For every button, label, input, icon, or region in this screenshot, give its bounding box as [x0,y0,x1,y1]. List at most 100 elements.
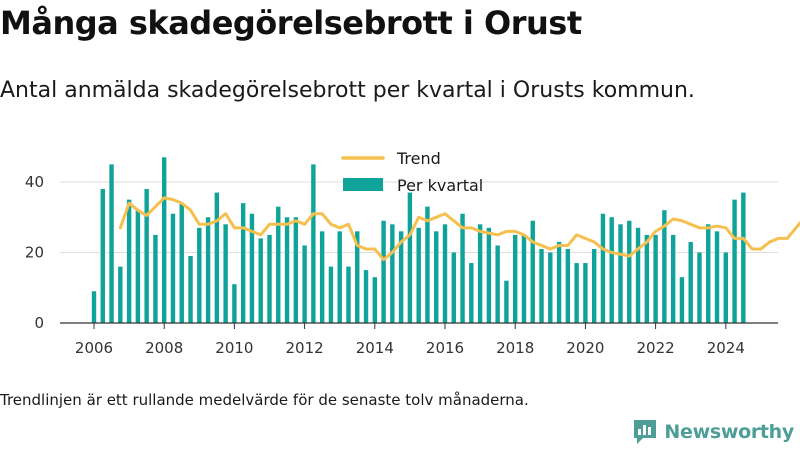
bar [723,252,728,323]
y-tick-labels: 0 20 40 [25,173,44,332]
legend: Trend Per kvartal [341,149,483,195]
bar [302,245,307,323]
bar [486,227,492,323]
bar [162,157,167,323]
legend-bar-label: Per kvartal [397,176,483,195]
x-tick-labels: 2006 2008 2010 2012 2014 2016 2018 2020 2022 2024 [75,323,745,357]
y-tick-label: 0 [34,314,44,332]
x-tick-label: 2014 [356,339,394,357]
bar [574,263,579,323]
bar [311,164,316,324]
bar [372,277,377,323]
bar [504,280,509,323]
bar [627,220,632,323]
legend-bar-swatch [343,178,383,191]
bar [381,220,386,323]
footnote: Trendlinjen är ett rullande medelvärde f… [0,391,529,409]
bar [618,224,623,323]
bar [179,203,184,323]
x-tick-label: 2008 [145,339,183,357]
x-tick-label: 2024 [707,339,745,357]
bar [670,234,676,324]
bar [223,224,228,323]
bar [214,192,220,323]
bar [706,224,711,323]
bar [346,266,351,323]
bar [477,224,483,323]
bar [188,256,193,323]
bar [565,248,571,323]
x-tick-label: 2010 [215,339,253,357]
bar [548,252,553,323]
bar [232,284,237,323]
bar [714,231,720,323]
bar [398,231,404,323]
bar [363,270,369,324]
bar [416,227,421,323]
x-tick-label: 2012 [286,339,324,357]
bar [539,248,544,323]
bar [100,189,105,323]
y-tick-label: 40 [25,173,44,191]
bar [293,217,299,323]
bar [390,224,395,323]
chart-subtitle: Antal anmälda skadegörelsebrott per kvar… [0,78,695,103]
bar [407,192,413,323]
bar [495,245,500,323]
bar [267,234,272,324]
bar [328,266,334,323]
bar [240,203,246,323]
bar [697,252,702,323]
bar [679,277,685,323]
bar [591,248,597,323]
x-tick-label: 2006 [75,339,113,357]
bar [135,210,141,323]
bar [556,241,562,324]
bar [469,263,474,323]
newsworthy-logo-text: Newsworthy [664,421,794,443]
chart-title: Många skadegörelsebrott i Orust [0,4,582,42]
bar [337,231,342,323]
bar [153,234,158,324]
bar [600,213,606,323]
bar [521,234,527,324]
bar [258,238,263,323]
x-tick-label: 2018 [496,339,534,357]
bar [118,266,123,323]
bar [644,234,650,324]
trend-line [118,196,800,262]
bar [276,206,281,324]
bar [513,234,518,324]
bar [144,189,149,323]
bar [319,231,325,323]
x-tick-label: 2016 [426,339,464,357]
bar [653,234,658,324]
bar [688,241,693,324]
bar [170,213,176,323]
x-tick-label: 2022 [637,339,675,357]
bar [109,164,114,324]
bar [741,192,746,323]
bar [425,206,430,324]
newsworthy-logo-icon [634,420,657,444]
bar [451,252,456,323]
bar [197,227,202,323]
bar-series [91,157,746,324]
bar [732,199,737,324]
newsworthy-logo: Newsworthy [632,418,794,446]
bar [583,263,588,323]
bar [662,210,667,323]
bar [249,213,255,323]
bar [126,199,132,324]
bar [434,231,439,323]
bar [530,220,535,323]
bar [284,217,290,323]
bar [355,231,360,323]
x-tick-label: 2020 [566,339,604,357]
bar [460,213,465,323]
bar [442,224,448,323]
bar [635,227,641,323]
bar [205,217,211,323]
y-tick-label: 20 [25,244,44,262]
